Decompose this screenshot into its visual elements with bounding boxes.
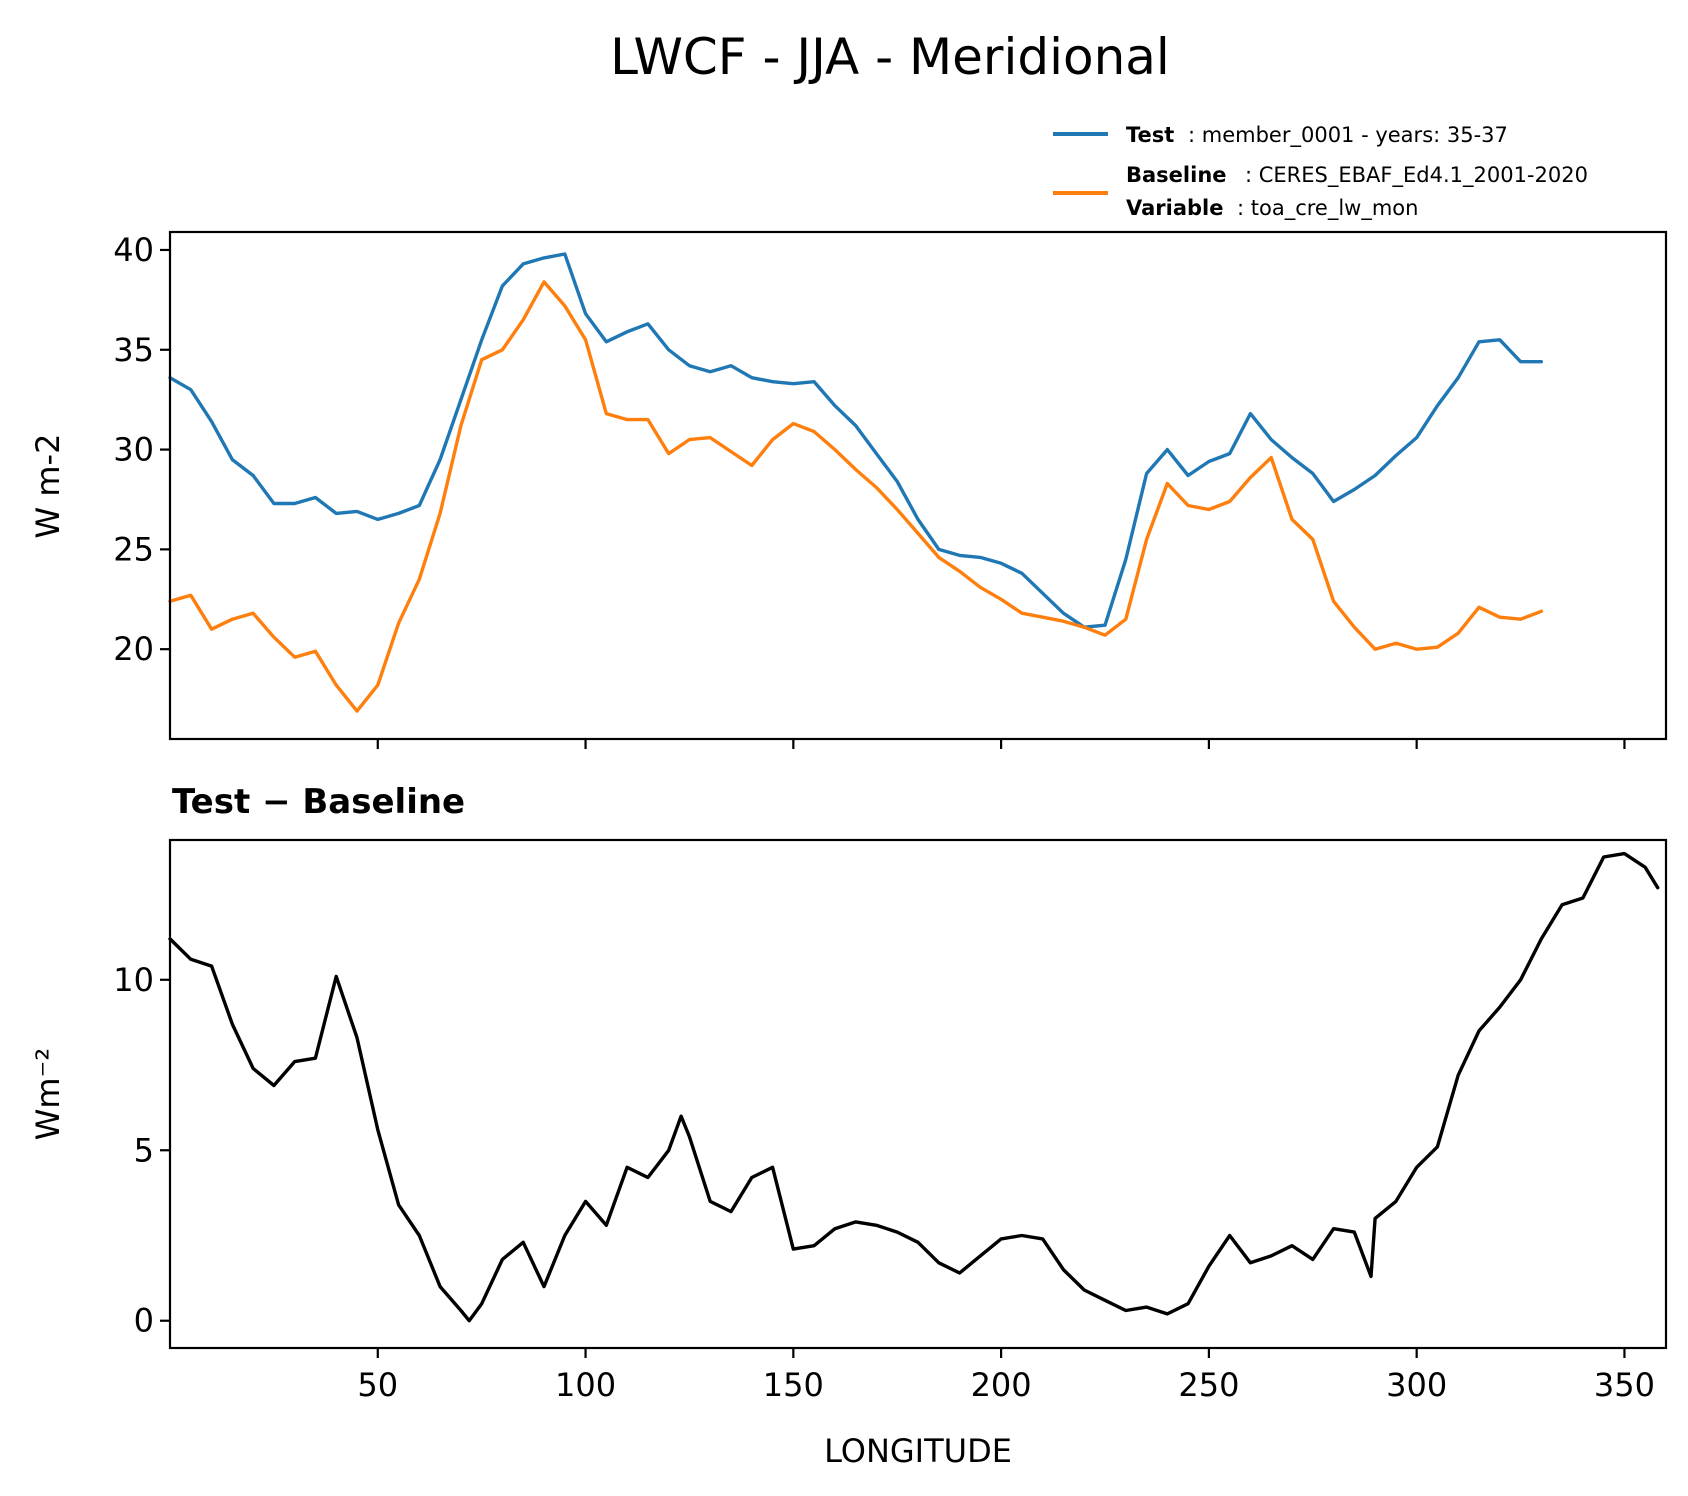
- top-panel: 20 25 30 35 40 W m-2: [29, 230, 1668, 749]
- top-ytick-label: 40: [113, 231, 154, 269]
- top-ytick-label: 20: [113, 630, 154, 668]
- bottom-panel: Test − Baseline 0 5 10 50 100 150 200 250 300 35…: [29, 782, 1668, 1470]
- legend-baseline-text: : CERES_EBAF_Ed4.1_2001-2020: [1245, 163, 1588, 188]
- xtick-label: 50: [357, 1366, 398, 1404]
- xtick-label: 350: [1594, 1366, 1655, 1404]
- series-line-baseline: [168, 280, 1544, 713]
- legend-variable-label: Variable: [1126, 196, 1223, 220]
- xtick-label: 300: [1386, 1366, 1447, 1404]
- top-y-axis: 20 25 30 35 40: [113, 231, 170, 668]
- bottom-x-axis: 50 100 150 200 250 300 350: [357, 1348, 1655, 1404]
- legend-variable-text: : toa_cre_lw_mon: [1237, 196, 1418, 221]
- top-panel-frame: [168, 230, 1668, 741]
- bottom-ytick-label: 0: [134, 1302, 154, 1340]
- xtick-label: 250: [1178, 1366, 1239, 1404]
- legend: Test : member_0001 - years: 35-37 Baseli…: [1053, 123, 1588, 221]
- legend-baseline-label: Baseline: [1126, 163, 1227, 187]
- bottom-y-axis: 0 5 10: [113, 961, 170, 1340]
- xtick-label: 150: [763, 1366, 824, 1404]
- series-line-test-baseline: [168, 851, 1660, 1323]
- bottom-ytick-label: 10: [113, 961, 154, 999]
- top-series-group: [168, 252, 1544, 713]
- top-ytick-label: 25: [113, 530, 154, 568]
- xtick-label: 200: [971, 1366, 1032, 1404]
- bottom-ytick-label: 5: [134, 1131, 154, 1169]
- bottom-series-group: [168, 851, 1660, 1323]
- chart-title: LWCF - JJA - Meridional: [610, 28, 1170, 86]
- xtick-label: 100: [555, 1366, 616, 1404]
- bottom-panel-subtitle: Test − Baseline: [172, 782, 465, 822]
- series-line-test: [168, 252, 1544, 629]
- legend-test-label: Test: [1126, 123, 1174, 147]
- x-axis-label: LONGITUDE: [824, 1432, 1012, 1470]
- top-ytick-label: 35: [113, 331, 154, 369]
- top-y-axis-label: W m-2: [29, 434, 67, 539]
- legend-test-text: : member_0001 - years: 35-37: [1188, 123, 1508, 148]
- bottom-y-axis-label: Wm⁻²: [29, 1048, 67, 1141]
- top-ytick-label: 30: [113, 431, 154, 469]
- top-x-ticks: [376, 739, 1626, 749]
- bottom-panel-frame: [168, 838, 1668, 1350]
